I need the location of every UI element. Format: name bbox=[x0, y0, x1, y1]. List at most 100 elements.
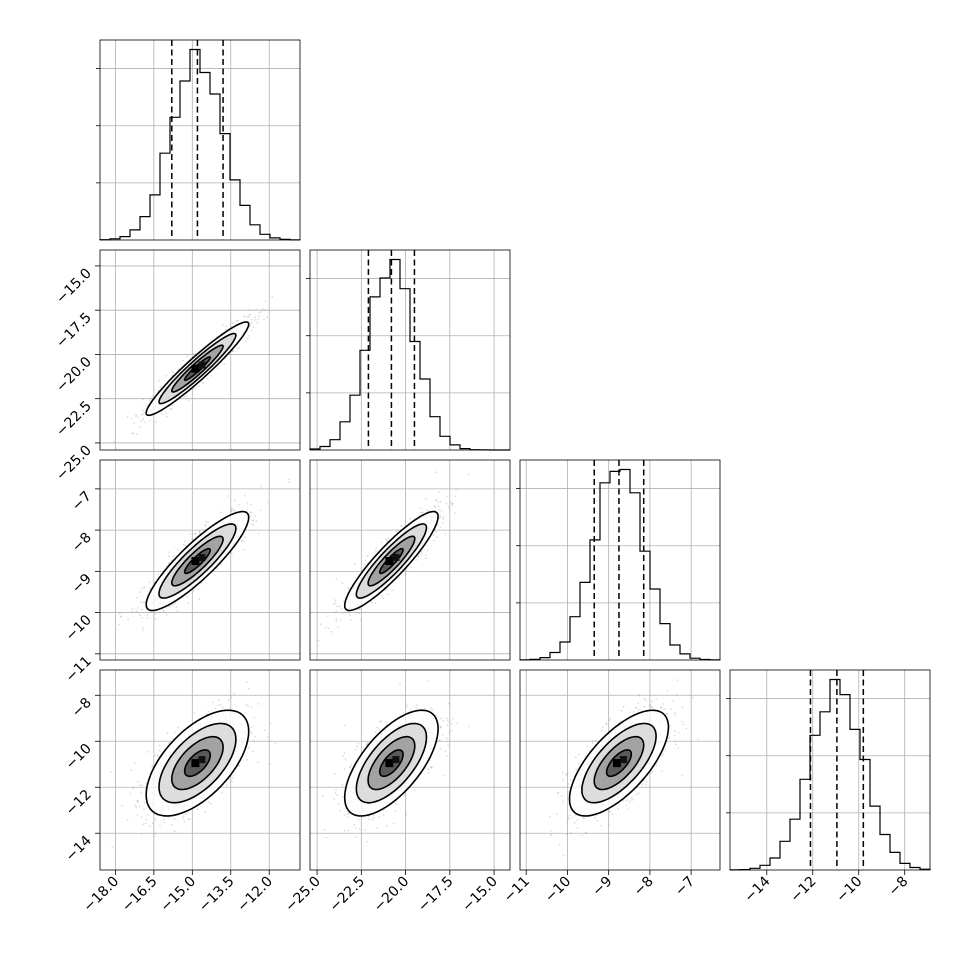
sample-point bbox=[339, 809, 341, 812]
sample-point bbox=[242, 540, 245, 543]
sample-point bbox=[253, 739, 256, 742]
sample-point bbox=[135, 433, 138, 436]
sample-point bbox=[432, 533, 435, 536]
sample-point bbox=[187, 602, 190, 604]
sample-point bbox=[197, 588, 200, 590]
sample-point bbox=[246, 510, 248, 512]
sample-point bbox=[358, 828, 361, 830]
sample-point bbox=[446, 724, 449, 727]
sample-point bbox=[586, 745, 589, 748]
sample-point bbox=[442, 521, 444, 524]
sample-point bbox=[131, 610, 134, 613]
sample-point bbox=[429, 766, 432, 769]
sample-point bbox=[133, 762, 136, 764]
sample-point bbox=[142, 601, 145, 604]
sample-point bbox=[424, 708, 426, 710]
sample-point bbox=[651, 706, 654, 709]
peak-bin bbox=[191, 557, 200, 566]
sample-point bbox=[440, 726, 443, 729]
sample-point bbox=[170, 408, 172, 410]
sample-point bbox=[356, 745, 359, 748]
sample-point bbox=[381, 541, 383, 544]
sample-point bbox=[266, 736, 269, 738]
sample-point bbox=[437, 505, 440, 508]
contour-line-2 bbox=[158, 332, 237, 405]
sample-point bbox=[185, 394, 188, 397]
sample-point bbox=[250, 503, 253, 506]
sample-point bbox=[381, 594, 384, 597]
sample-point bbox=[636, 793, 638, 796]
sample-point bbox=[359, 608, 361, 611]
sample-point bbox=[142, 398, 145, 401]
sample-point bbox=[153, 835, 155, 838]
sample-point bbox=[456, 722, 458, 725]
sample-point bbox=[607, 705, 610, 708]
sample-point bbox=[141, 626, 144, 629]
contour-line-3 bbox=[343, 709, 439, 817]
sample-point bbox=[467, 725, 470, 728]
sample-point bbox=[440, 509, 443, 512]
sample-point bbox=[137, 607, 140, 609]
sample-point bbox=[263, 318, 265, 320]
sample-point bbox=[378, 728, 380, 730]
sample-point bbox=[454, 512, 456, 514]
sample-point bbox=[341, 582, 344, 584]
sample-point bbox=[250, 321, 253, 324]
sample-point bbox=[259, 509, 262, 512]
sample-point bbox=[162, 818, 165, 820]
sample-point bbox=[359, 619, 362, 621]
sample-point bbox=[380, 720, 382, 723]
sample-point bbox=[171, 408, 173, 411]
sample-point bbox=[166, 732, 169, 735]
sample-point bbox=[251, 520, 254, 522]
sample-point bbox=[172, 555, 175, 558]
sample-point bbox=[250, 329, 253, 332]
sample-point bbox=[189, 817, 191, 820]
sample-point bbox=[421, 511, 423, 514]
sample-point bbox=[441, 733, 444, 736]
sample-point bbox=[165, 412, 168, 415]
sample-point bbox=[260, 310, 263, 313]
sample-point bbox=[141, 608, 143, 611]
sample-point bbox=[386, 593, 389, 596]
hist-panel-3 bbox=[726, 669, 931, 871]
sample-point bbox=[135, 414, 138, 416]
contour-line-3 bbox=[343, 510, 439, 612]
sample-point bbox=[183, 395, 186, 398]
sample-point bbox=[247, 705, 250, 708]
contour-line-0 bbox=[183, 749, 212, 778]
sample-point bbox=[120, 615, 123, 618]
sample-point bbox=[252, 519, 255, 522]
sample-point bbox=[650, 706, 653, 708]
sample-point bbox=[147, 751, 150, 753]
sample-point bbox=[321, 794, 324, 797]
sample-point bbox=[591, 739, 594, 742]
sample-point bbox=[182, 543, 185, 546]
sample-point bbox=[250, 706, 253, 708]
sample-point bbox=[439, 725, 441, 728]
sample-point bbox=[266, 501, 269, 504]
sample-point bbox=[182, 815, 185, 817]
sample-point bbox=[378, 721, 381, 723]
sample-point bbox=[445, 502, 448, 505]
sample-point bbox=[140, 420, 143, 422]
contour-line-3 bbox=[145, 510, 250, 612]
sample-point bbox=[228, 778, 231, 781]
sample-point bbox=[442, 517, 445, 520]
sample-point bbox=[576, 826, 579, 829]
sample-point bbox=[347, 812, 350, 815]
sample-point bbox=[150, 397, 153, 400]
sample-point bbox=[691, 696, 694, 699]
sample-point bbox=[450, 500, 452, 503]
sample-point bbox=[149, 588, 152, 590]
sample-point bbox=[262, 308, 265, 310]
sample-point bbox=[439, 526, 442, 528]
sample-point bbox=[140, 791, 143, 794]
sample-point bbox=[134, 804, 137, 806]
sample-point bbox=[177, 368, 180, 371]
sample-point bbox=[212, 701, 214, 704]
sample-point bbox=[365, 840, 368, 843]
sample-point bbox=[357, 818, 360, 821]
sample-point bbox=[334, 601, 336, 604]
contour-line-2 bbox=[355, 722, 428, 804]
